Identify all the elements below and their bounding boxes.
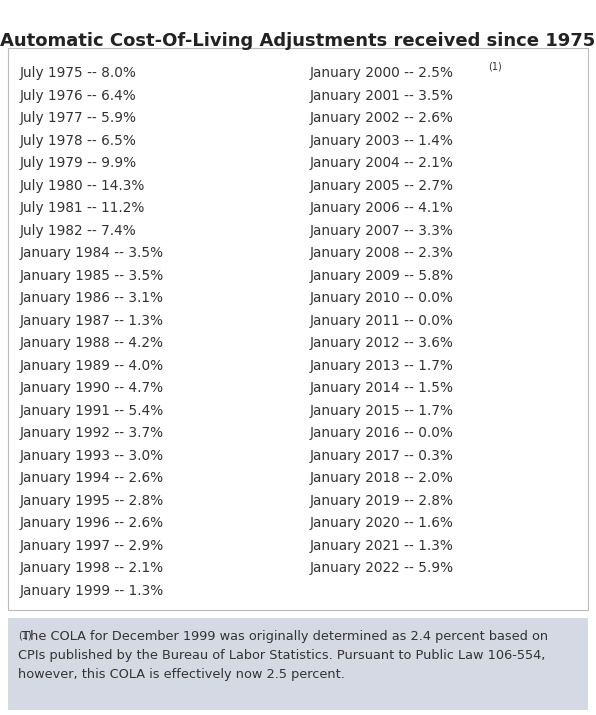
Text: January 2008 -- 2.3%: January 2008 -- 2.3% [310, 246, 454, 260]
Text: January 2014 -- 1.5%: January 2014 -- 1.5% [310, 381, 454, 395]
Text: January 2019 -- 2.8%: January 2019 -- 2.8% [310, 494, 454, 508]
Text: July 1980 -- 14.3%: July 1980 -- 14.3% [20, 179, 145, 193]
Text: (1): (1) [18, 630, 32, 640]
Bar [8, 48, 588, 610]
Text: January 2013 -- 1.7%: January 2013 -- 1.7% [310, 359, 454, 373]
Text: January 2016 -- 0.0%: January 2016 -- 0.0% [310, 426, 454, 440]
Text: January 2021 -- 1.3%: January 2021 -- 1.3% [310, 538, 454, 553]
Text: January 2015 -- 1.7%: January 2015 -- 1.7% [310, 404, 454, 418]
Text: January 1993 -- 3.0%: January 1993 -- 3.0% [20, 449, 164, 463]
Text: Automatic Cost-Of-Living Adjustments received since 1975: Automatic Cost-Of-Living Adjustments rec… [1, 32, 595, 50]
Text: January 2012 -- 3.6%: January 2012 -- 3.6% [310, 336, 454, 350]
Text: July 1982 -- 7.4%: July 1982 -- 7.4% [20, 224, 136, 238]
Text: January 1988 -- 4.2%: January 1988 -- 4.2% [20, 336, 164, 350]
Text: January 2007 -- 3.3%: January 2007 -- 3.3% [310, 224, 454, 238]
Text: January 2003 -- 1.4%: January 2003 -- 1.4% [310, 134, 454, 148]
Text: July 1978 -- 6.5%: July 1978 -- 6.5% [20, 134, 137, 148]
Text: January 2005 -- 2.7%: January 2005 -- 2.7% [310, 179, 454, 193]
Text: January 2020 -- 1.6%: January 2020 -- 1.6% [310, 516, 454, 531]
Text: January 1995 -- 2.8%: January 1995 -- 2.8% [20, 494, 164, 508]
Text: January 2018 -- 2.0%: January 2018 -- 2.0% [310, 471, 454, 485]
Text: January 1989 -- 4.0%: January 1989 -- 4.0% [20, 359, 164, 373]
Bar [8, 618, 588, 710]
Text: January 1994 -- 2.6%: January 1994 -- 2.6% [20, 471, 164, 485]
Text: January 2001 -- 3.5%: January 2001 -- 3.5% [310, 89, 454, 103]
Text: January 1984 -- 3.5%: January 1984 -- 3.5% [20, 246, 164, 260]
Text: January 1992 -- 3.7%: January 1992 -- 3.7% [20, 426, 164, 440]
Text: July 1976 -- 6.4%: July 1976 -- 6.4% [20, 89, 136, 103]
Text: January 2002 -- 2.6%: January 2002 -- 2.6% [310, 112, 454, 125]
Text: January 1997 -- 2.9%: January 1997 -- 2.9% [20, 538, 164, 553]
Text: January 1987 -- 1.3%: January 1987 -- 1.3% [20, 314, 164, 327]
Text: January 1991 -- 5.4%: January 1991 -- 5.4% [20, 404, 164, 418]
Text: January 2017 -- 0.3%: January 2017 -- 0.3% [310, 449, 454, 463]
Text: January 2010 -- 0.0%: January 2010 -- 0.0% [310, 291, 454, 305]
Text: January 2004 -- 2.1%: January 2004 -- 2.1% [310, 157, 454, 170]
Text: (1): (1) [488, 62, 502, 72]
Text: The COLA for December 1999 was originally determined as 2.4 percent based on
CPI: The COLA for December 1999 was originall… [18, 630, 548, 681]
Text: January 1990 -- 4.7%: January 1990 -- 4.7% [20, 381, 164, 395]
Text: July 1977 -- 5.9%: July 1977 -- 5.9% [20, 112, 137, 125]
Text: January 1985 -- 3.5%: January 1985 -- 3.5% [20, 269, 164, 282]
Text: January 2011 -- 0.0%: January 2011 -- 0.0% [310, 314, 454, 327]
Text: January 1998 -- 2.1%: January 1998 -- 2.1% [20, 561, 164, 576]
Text: January 2000 -- 2.5%: January 2000 -- 2.5% [310, 66, 454, 80]
Text: January 2006 -- 4.1%: January 2006 -- 4.1% [310, 201, 454, 215]
Text: July 1975 -- 8.0%: July 1975 -- 8.0% [20, 66, 137, 80]
Text: January 1986 -- 3.1%: January 1986 -- 3.1% [20, 291, 164, 305]
Text: July 1981 -- 11.2%: July 1981 -- 11.2% [20, 201, 145, 215]
Text: January 1996 -- 2.6%: January 1996 -- 2.6% [20, 516, 164, 531]
Text: January 2009 -- 5.8%: January 2009 -- 5.8% [310, 269, 454, 282]
Text: January 1999 -- 1.3%: January 1999 -- 1.3% [20, 583, 164, 598]
Text: January 2022 -- 5.9%: January 2022 -- 5.9% [310, 561, 454, 576]
Text: July 1979 -- 9.9%: July 1979 -- 9.9% [20, 157, 137, 170]
